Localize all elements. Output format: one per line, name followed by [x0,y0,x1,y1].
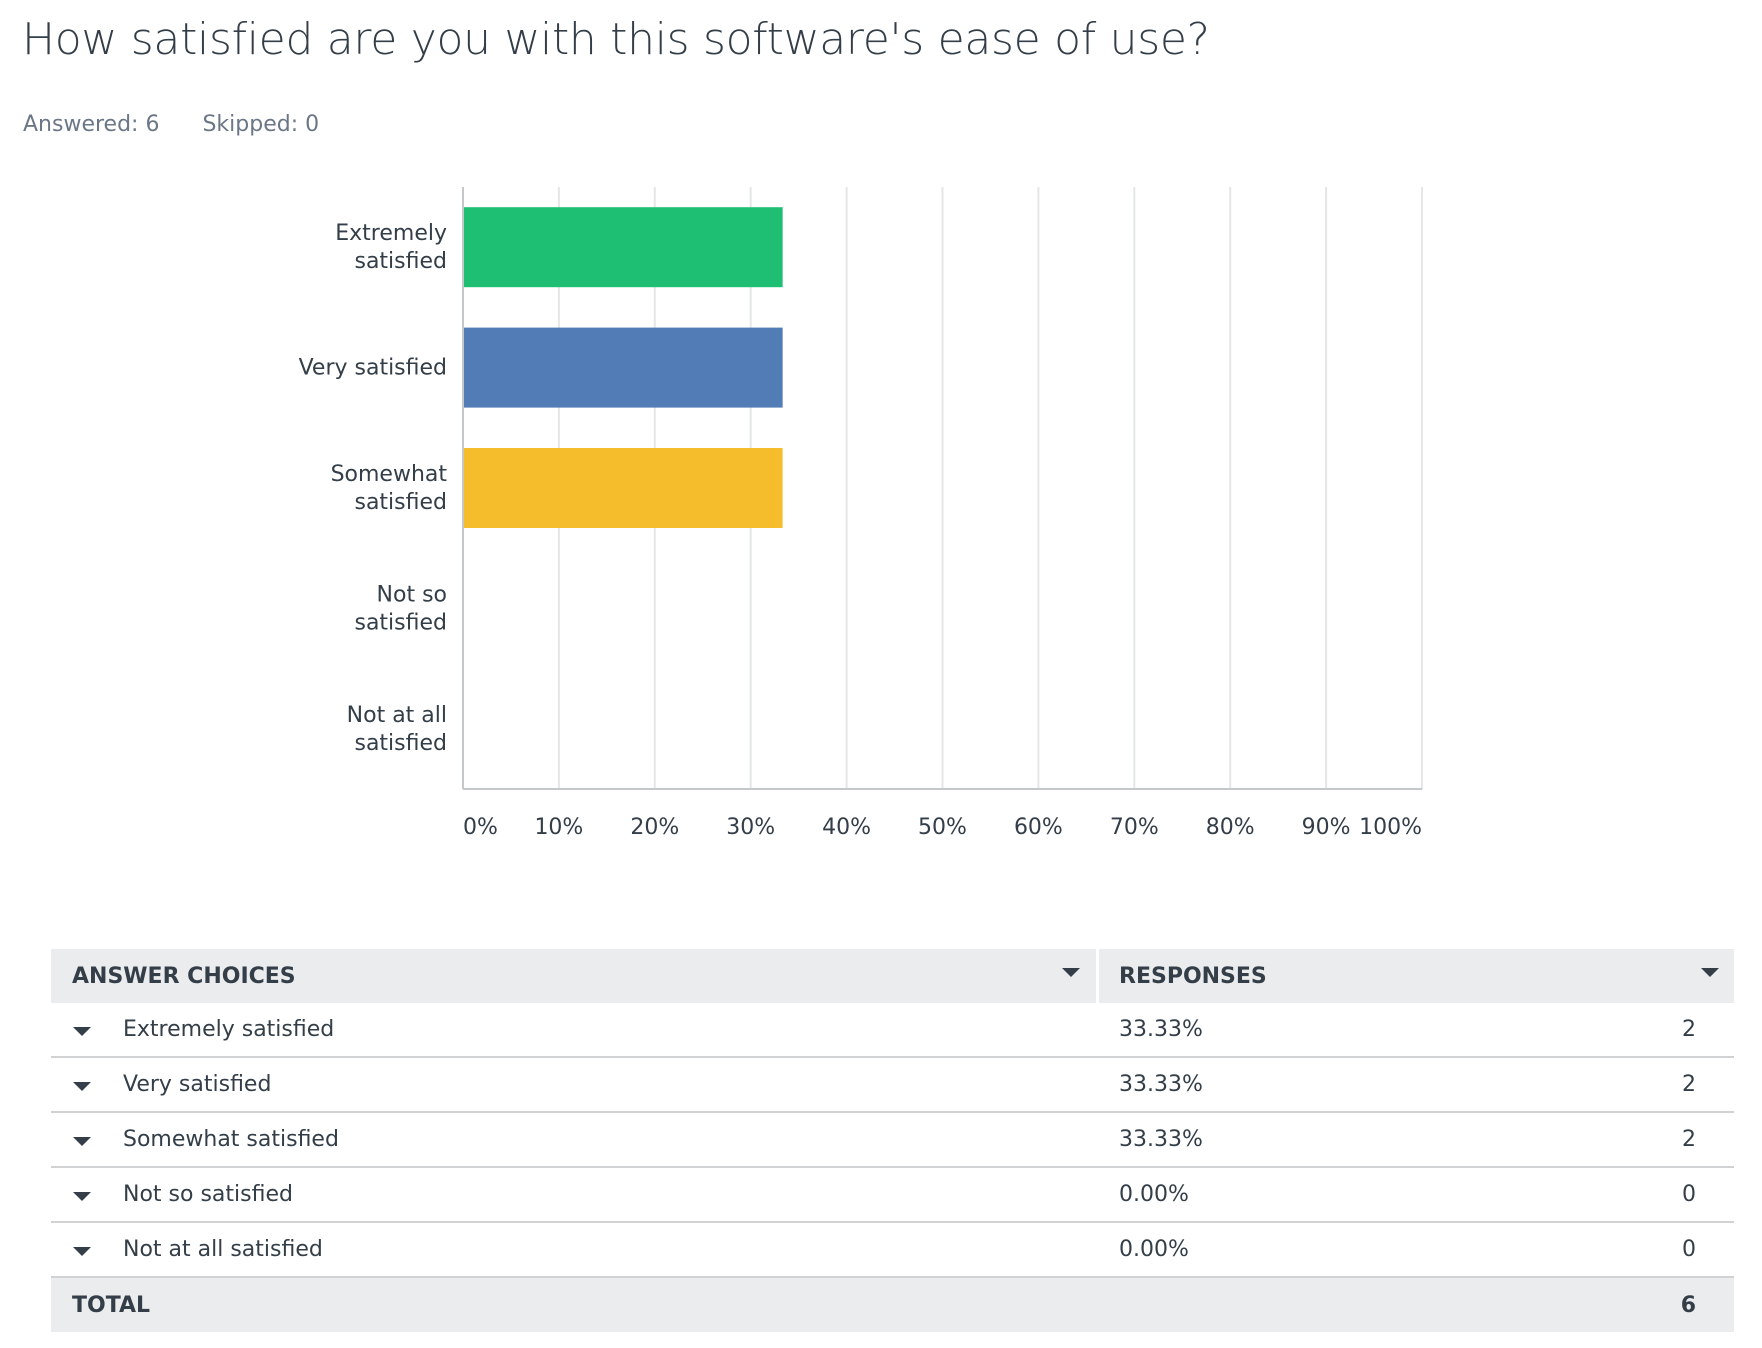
answer-choice-cell: Somewhat satisfied [51,1127,1099,1152]
x-tick-label: 80% [1206,815,1255,840]
category-label: Not so [377,582,447,607]
category-label: Extremely [335,221,447,246]
bar [463,207,783,288]
response-percent: 0.00% [1119,1182,1189,1207]
category-label: Not at all [347,703,447,728]
x-tick-label: 70% [1110,815,1159,840]
category-label: satisfied [354,731,447,756]
response-count: 0 [1682,1237,1696,1262]
answer-choices-header[interactable]: ANSWER CHOICES [51,949,1096,1003]
skipped-count: Skipped: 0 [202,112,320,137]
answer-choice-cell: Not at all satisfied [51,1237,1099,1262]
answer-choice-cell: Extremely satisfied [51,1017,1099,1042]
response-percent: 33.33% [1119,1072,1203,1097]
x-tick-label: 30% [726,815,775,840]
answer-choice-label: Not so satisfied [123,1182,293,1207]
answer-choice-label: Somewhat satisfied [123,1127,339,1152]
category-label: satisfied [354,249,447,274]
response-percent: 33.33% [1119,1017,1203,1042]
table-row: Very satisfied 33.33% 2 [51,1058,1734,1113]
total-label: TOTAL [72,1292,151,1318]
sort-caret-icon[interactable] [1701,968,1719,977]
answered-count: Answered: 6 [23,112,160,137]
table-header: ANSWER CHOICES RESPONSES [51,949,1734,1003]
total-row: TOTAL 6 [51,1278,1734,1332]
expand-caret-icon[interactable] [73,1026,91,1036]
table-row: Not at all satisfied 0.00% 0 [51,1223,1734,1278]
x-tick-label: 20% [630,815,679,840]
expand-caret-icon[interactable] [73,1191,91,1201]
results-table: ANSWER CHOICES RESPONSES Extremely satis… [51,949,1734,1332]
answer-choice-cell: Very satisfied [51,1072,1099,1097]
x-tick-label: 40% [822,815,871,840]
category-label: satisfied [354,610,447,635]
table-row: Extremely satisfied 33.33% 2 [51,1003,1734,1058]
answer-choice-label: Extremely satisfied [123,1017,335,1042]
bar [463,327,783,408]
x-tick-label: 10% [534,815,583,840]
bar-chart: Extremely satisfied Very satisfied Somewhat… [299,187,1423,840]
sort-caret-icon[interactable] [1062,968,1080,977]
response-count: 0 [1682,1182,1696,1207]
responses-header-label: RESPONSES [1119,963,1267,989]
expand-caret-icon[interactable] [73,1081,91,1091]
x-tick-label: 90% [1302,815,1351,840]
answer-choice-label: Very satisfied [123,1072,272,1097]
response-count: 2 [1682,1072,1696,1097]
x-tick-label: 50% [918,815,967,840]
response-percent: 33.33% [1119,1127,1203,1152]
response-count: 2 [1682,1017,1696,1042]
answer-choice-label: Not at all satisfied [123,1237,323,1262]
responses-header[interactable]: RESPONSES [1099,949,1734,1003]
question-title: How satisfied are you with this software… [22,14,1210,65]
total-count: 6 [1680,1292,1696,1318]
x-tick-label: 60% [1014,815,1063,840]
x-tick-label: 0% [463,815,498,840]
table-row: Not so satisfied 0.00% 0 [51,1168,1734,1223]
category-label: satisfied [354,490,447,515]
x-tick-label: 100% [1359,815,1422,840]
table-row: Somewhat satisfied 33.33% 2 [51,1113,1734,1168]
expand-caret-icon[interactable] [73,1246,91,1256]
response-count: 2 [1682,1127,1696,1152]
bar [463,448,783,528]
response-stats: Answered: 6 Skipped: 0 [23,112,355,137]
category-label: Very satisfied [299,356,447,381]
expand-caret-icon[interactable] [73,1136,91,1146]
answer-choices-header-label: ANSWER CHOICES [72,963,296,989]
category-label: Somewhat [331,462,448,487]
answer-choice-cell: Not so satisfied [51,1182,1099,1207]
response-percent: 0.00% [1119,1237,1189,1262]
